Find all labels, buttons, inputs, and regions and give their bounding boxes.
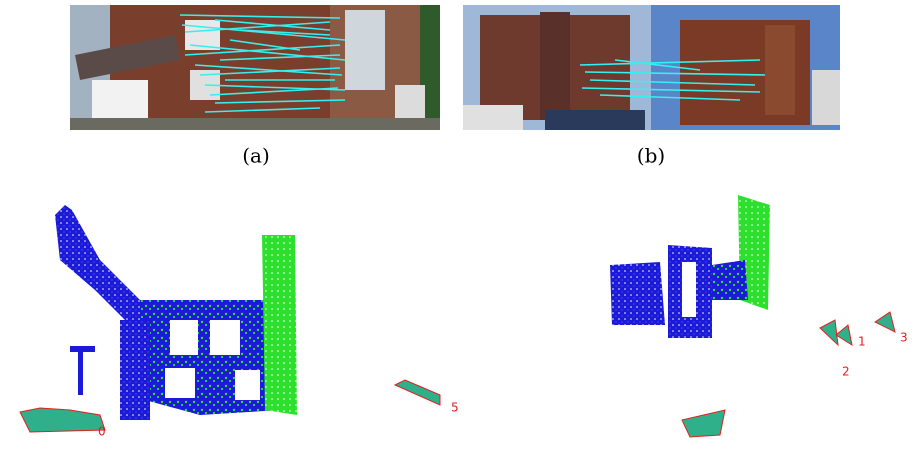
point-cloud-left: 0 5	[20, 205, 459, 439]
photo-a	[70, 5, 440, 130]
camera-label: 2	[842, 365, 850, 379]
camera-label: 1	[858, 335, 866, 349]
panel-label: (a)	[242, 144, 270, 168]
photo-b	[463, 5, 840, 130]
point-cloud-right: 1 2 3	[610, 195, 908, 437]
camera-label: 0	[98, 425, 106, 439]
panel-label: (b)	[637, 144, 665, 168]
camera-label: 5	[451, 401, 459, 415]
camera-label: 3	[900, 331, 908, 345]
figure: (a) (b) 0 5	[0, 0, 912, 456]
